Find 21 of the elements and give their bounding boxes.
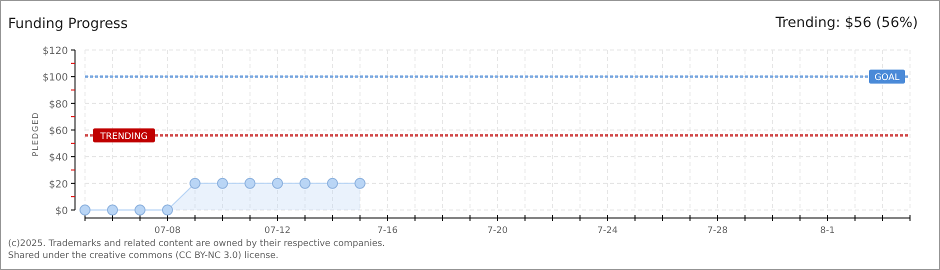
ref-line-label: TRENDING (99, 132, 148, 142)
x-tick-label: 8-1 (820, 226, 835, 236)
x-tick-label: 07-12 (264, 226, 291, 236)
x-tick-label: 07-08 (154, 226, 181, 236)
y-axis-title: PLEDGED (31, 112, 40, 156)
y-tick-label: $40 (48, 152, 68, 164)
x-tick-label: 7-28 (707, 226, 728, 236)
y-tick-label: $0 (55, 206, 68, 217)
ref-line-label: GOAL (874, 73, 900, 84)
text: (c)2025. Trademarks and related content are owned by their respective companies. (8, 239, 386, 249)
y-tick-label: $60 (48, 126, 68, 137)
y-tick-label: $20 (48, 179, 68, 190)
y-tick-label: $80 (48, 99, 68, 110)
x-tick-label: 7-16 (377, 226, 398, 236)
chart-title: Funding Progress (8, 16, 128, 32)
x-tick-label: 7-24 (597, 226, 618, 236)
text: Shared under the creative commons (CC BY-NC 3.0) license. (8, 251, 279, 261)
y-tick-label: $120 (42, 46, 68, 57)
chart-subtitle: Trending: $56 (56%) (774, 15, 918, 31)
x-tick-label: 7-20 (487, 226, 508, 236)
y-tick-label: $100 (42, 72, 68, 84)
